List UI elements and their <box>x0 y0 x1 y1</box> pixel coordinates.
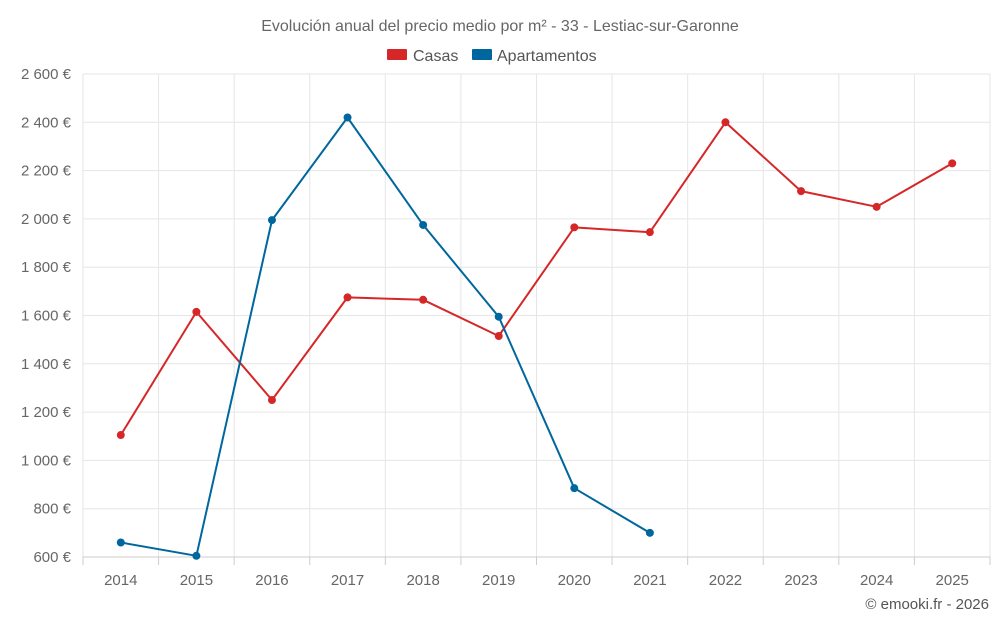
data-point-casas[interactable] <box>494 332 503 341</box>
data-point-casas[interactable] <box>343 293 352 302</box>
gridlines <box>82 73 991 558</box>
data-point-apartamentos[interactable] <box>116 538 125 547</box>
data-point-casas[interactable] <box>192 307 201 316</box>
data-point-apartamentos[interactable] <box>570 484 579 493</box>
data-point-casas[interactable] <box>721 118 730 127</box>
y-tick-label: 2 000 € <box>21 211 72 228</box>
series-casas <box>116 118 957 440</box>
y-tick-label: 2 400 € <box>21 114 72 131</box>
x-tick-label: 2022 <box>709 572 742 589</box>
series <box>116 113 957 560</box>
x-tick-label: 2025 <box>936 572 969 589</box>
y-tick-label: 1 600 € <box>21 308 72 325</box>
y-tick-label: 2 200 € <box>21 163 72 180</box>
x-tick-label: 2021 <box>633 572 666 589</box>
data-point-casas[interactable] <box>797 187 806 196</box>
legend-item-apartamentos[interactable]: Apartamentos <box>472 48 597 65</box>
data-point-casas[interactable] <box>948 159 957 168</box>
data-point-apartamentos[interactable] <box>343 113 352 122</box>
data-point-apartamentos[interactable] <box>645 528 654 537</box>
x-tick-label: 2020 <box>558 572 591 589</box>
chart-title: Evolución anual del precio medio por m² … <box>261 18 739 35</box>
legend-swatch-casas <box>387 49 407 60</box>
series-line-casas <box>119 121 953 436</box>
y-tick-label: 1 200 € <box>21 404 72 421</box>
data-point-apartamentos[interactable] <box>419 220 428 229</box>
axes: 600 € 800 € 1 000 € 1 200 € 1 400 € 1 600 € 1 … <box>21 66 991 589</box>
credit-text: © emooki.fr - 2026 <box>865 596 989 613</box>
data-point-casas[interactable] <box>872 202 881 211</box>
y-tick-label: 600 € <box>33 549 71 566</box>
x-tick-label: 2023 <box>784 572 817 589</box>
y-tick-label: 1 400 € <box>21 356 72 373</box>
data-point-casas[interactable] <box>267 396 276 405</box>
x-tick-label: 2014 <box>104 572 137 589</box>
x-tick-label: 2018 <box>406 572 439 589</box>
legend: Casas Apartamentos <box>387 48 597 65</box>
x-tick-label: 2017 <box>331 572 364 589</box>
data-point-casas[interactable] <box>645 228 654 237</box>
legend-label-casas: Casas <box>413 48 458 65</box>
series-apartamentos <box>116 113 654 560</box>
x-tick-label: 2015 <box>180 572 213 589</box>
data-point-apartamentos[interactable] <box>192 551 201 560</box>
x-tick-label: 2024 <box>860 572 893 589</box>
x-tick-label: 2016 <box>255 572 288 589</box>
y-tick-label: 800 € <box>33 501 71 518</box>
data-point-casas[interactable] <box>419 295 428 304</box>
data-point-casas[interactable] <box>116 431 125 440</box>
legend-item-casas[interactable]: Casas <box>387 48 458 65</box>
y-tick-label: 2 600 € <box>21 66 72 83</box>
series-line-apartamentos <box>120 116 651 557</box>
data-point-apartamentos[interactable] <box>267 216 276 225</box>
y-tick-label: 1 000 € <box>21 452 72 469</box>
legend-swatch-apartamentos <box>472 49 492 60</box>
y-tick-label: 1 800 € <box>21 259 72 276</box>
legend-label-apartamentos: Apartamentos <box>497 48 597 65</box>
data-point-casas[interactable] <box>570 223 579 232</box>
x-tick-label: 2019 <box>482 572 515 589</box>
data-point-apartamentos[interactable] <box>494 312 503 321</box>
